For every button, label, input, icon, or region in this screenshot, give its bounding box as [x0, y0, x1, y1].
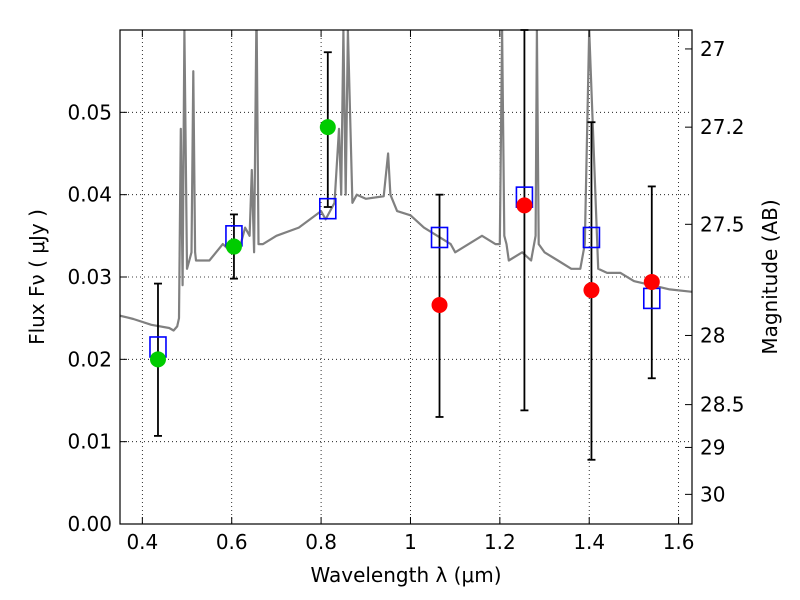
- right-tick-label: 28: [700, 323, 725, 347]
- right-tick-label: 30: [700, 482, 725, 506]
- x-tick-label: 1: [404, 530, 417, 554]
- right-tick-label: 27.2: [700, 115, 745, 139]
- plot-frame: [119, 29, 693, 525]
- x-tick-label: 1.6: [663, 530, 695, 554]
- y-tick-label: 0.05: [67, 100, 112, 124]
- observed-flux-point: [225, 238, 242, 255]
- right-tick-label: 29: [700, 435, 725, 459]
- model-spectrum-line: [120, 30, 692, 332]
- y-tick-label: 0.03: [67, 265, 112, 289]
- markers-layer: [149, 119, 661, 368]
- model-photometry-square: [318, 197, 337, 220]
- observed-flux-point: [431, 296, 448, 313]
- y-tick-label: 0.00: [67, 512, 112, 536]
- x-axis-title: Wavelength λ (μm): [310, 563, 501, 587]
- y-tick-label: 0.01: [67, 430, 112, 454]
- right-axis-title: Magnitude (AB): [758, 199, 782, 354]
- x-tick-label: 0.8: [305, 530, 337, 554]
- y-tick-label: 0.04: [67, 183, 112, 207]
- ticks-layer: 0.4 0.6 0.8 1 1.2 1.4 1.6 0.00 0.01 0.02 0.03 0.04 0…: [67, 30, 745, 554]
- x-tick-label: 0.4: [126, 530, 158, 554]
- observed-flux-point: [149, 351, 166, 368]
- y-axis-title: Flux Fν ( μJy ): [25, 209, 49, 345]
- right-tick-label: 28.5: [700, 393, 745, 417]
- x-tick-label: 1.4: [573, 530, 605, 554]
- model-photometry-square: [582, 226, 601, 249]
- x-tick-label: 0.6: [216, 530, 248, 554]
- right-tick-label: 27: [700, 37, 725, 61]
- observed-flux-point: [643, 273, 660, 290]
- model-spectrum-layer: [120, 30, 692, 332]
- observed-flux-point: [516, 197, 533, 214]
- observed-flux-point: [319, 119, 336, 136]
- grid: [120, 30, 692, 524]
- x-tick-label: 1.2: [484, 530, 516, 554]
- observed-flux-point: [583, 282, 600, 299]
- right-tick-label: 27.5: [700, 212, 745, 236]
- model-photometry-square: [430, 226, 449, 249]
- y-tick-label: 0.02: [67, 347, 112, 371]
